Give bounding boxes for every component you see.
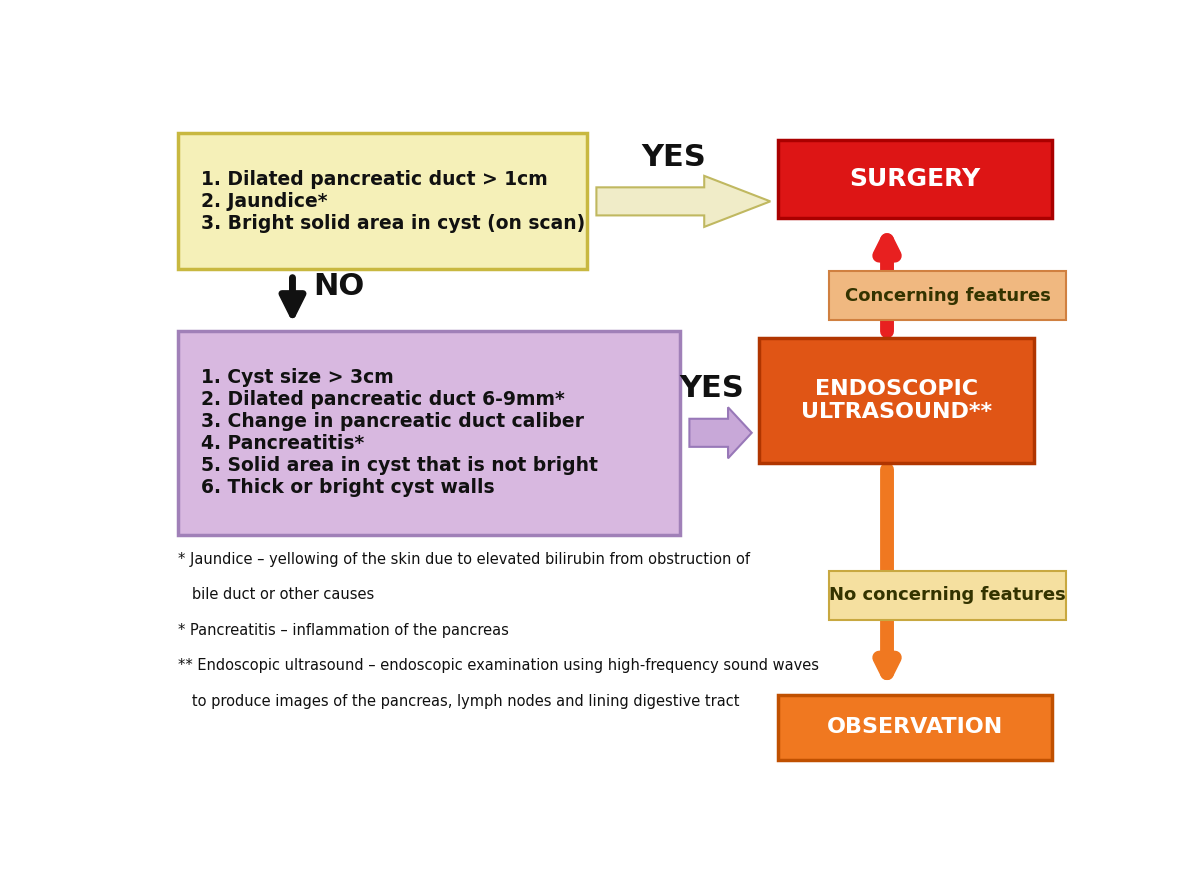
Text: NO: NO <box>313 272 364 301</box>
Polygon shape <box>690 408 751 458</box>
Text: 1. Cyst size > 3cm
2. Dilated pancreatic duct 6-9mm*
3. Change in pancreatic duc: 1. Cyst size > 3cm 2. Dilated pancreatic… <box>202 369 598 498</box>
FancyBboxPatch shape <box>178 133 587 270</box>
Text: bile duct or other causes: bile duct or other causes <box>178 587 374 602</box>
Text: ** Endoscopic ultrasound – endoscopic examination using high-frequency sound wav: ** Endoscopic ultrasound – endoscopic ex… <box>178 658 818 673</box>
Text: * Pancreatitis – inflammation of the pancreas: * Pancreatitis – inflammation of the pan… <box>178 622 509 637</box>
FancyBboxPatch shape <box>178 331 680 535</box>
Text: YES: YES <box>679 374 744 403</box>
Polygon shape <box>596 176 770 227</box>
Text: 1. Dilated pancreatic duct > 1cm
2. Jaundice*
3. Bright solid area in cyst (on s: 1. Dilated pancreatic duct > 1cm 2. Jaun… <box>202 170 586 232</box>
Text: No concerning features: No concerning features <box>829 586 1066 605</box>
Text: OBSERVATION: OBSERVATION <box>827 717 1003 737</box>
Text: SURGERY: SURGERY <box>850 167 980 191</box>
FancyBboxPatch shape <box>829 271 1066 321</box>
Text: to produce images of the pancreas, lymph nodes and lining digestive tract: to produce images of the pancreas, lymph… <box>178 694 739 708</box>
Text: Concerning features: Concerning features <box>845 287 1050 305</box>
Text: ENDOSCOPIC
ULTRASOUND**: ENDOSCOPIC ULTRASOUND** <box>800 379 992 422</box>
FancyBboxPatch shape <box>760 338 1033 463</box>
FancyBboxPatch shape <box>829 571 1066 620</box>
Text: YES: YES <box>642 142 707 171</box>
Text: * Jaundice – yellowing of the skin due to elevated bilirubin from obstruction of: * Jaundice – yellowing of the skin due t… <box>178 552 750 567</box>
FancyBboxPatch shape <box>778 140 1052 218</box>
FancyBboxPatch shape <box>778 695 1052 759</box>
